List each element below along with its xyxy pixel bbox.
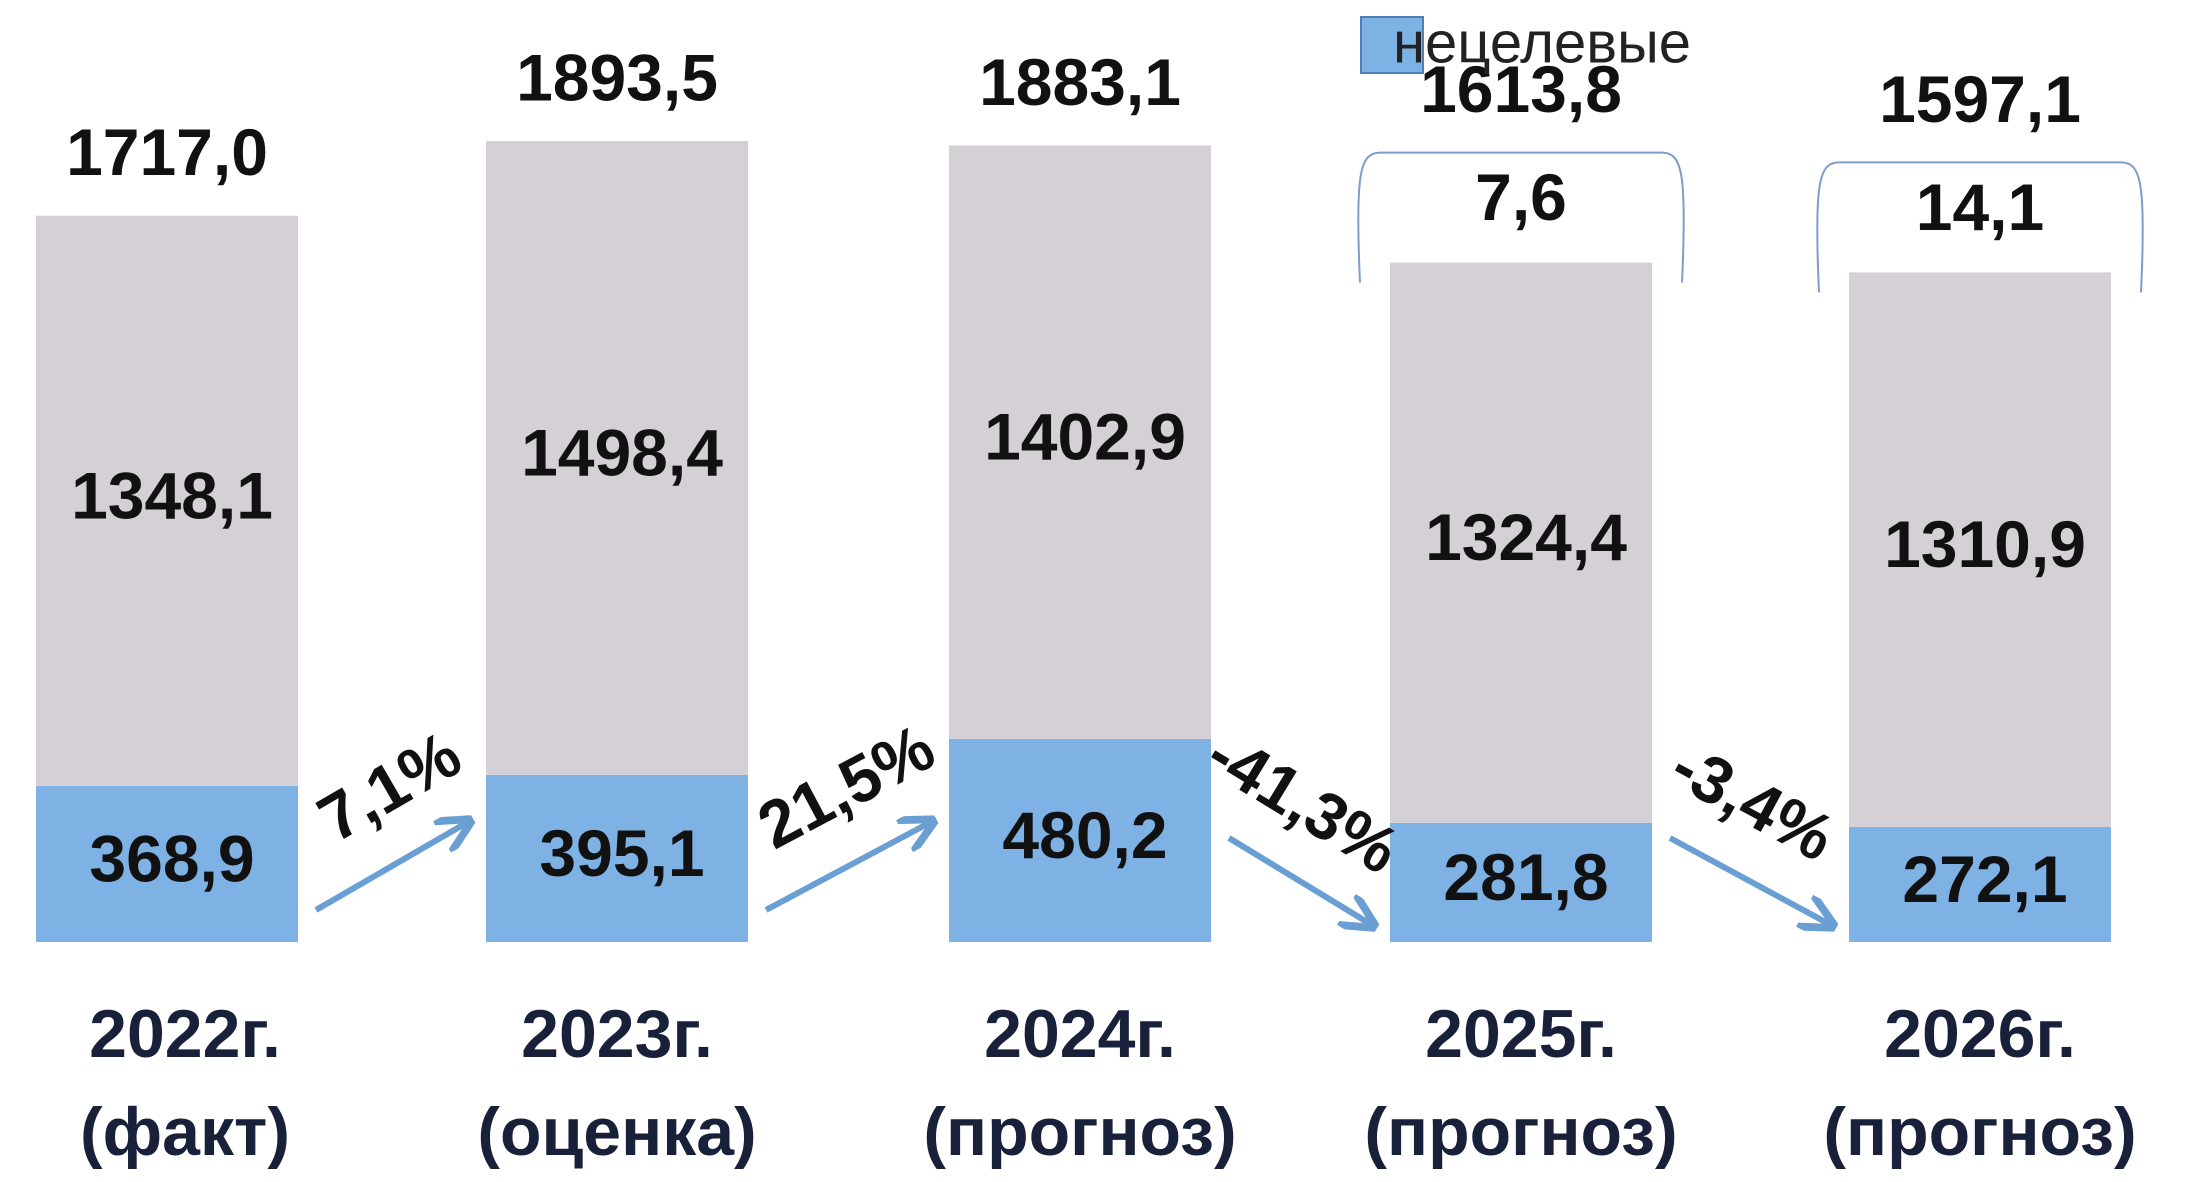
change-label: -41,3% (1195, 716, 1412, 888)
bar-segment (949, 738, 1211, 942)
value-label: 395,1 (539, 816, 704, 890)
value-label: 1402,9 (984, 400, 1186, 474)
change-arrow (314, 822, 468, 913)
bar-segment (1390, 822, 1652, 942)
value-label: 1324,4 (1425, 500, 1627, 574)
change-arrow (1227, 835, 1372, 925)
value-label: 7,6 (1475, 160, 1567, 234)
value-label: 1498,4 (521, 415, 723, 489)
total-label: 1717,0 (66, 115, 268, 189)
value-label: 1310,9 (1884, 507, 2086, 581)
bracket (1816, 161, 2144, 293)
category-label: 2023г. (оценка) (477, 996, 757, 1170)
bar-segment (1849, 826, 2111, 942)
category-label: 2025г. (прогноз) (1364, 996, 1678, 1170)
legend-label: нецелевые (1393, 10, 1691, 75)
value-label: 368,9 (89, 821, 254, 895)
bar-segment (1390, 262, 1652, 823)
value-label: 480,2 (1002, 798, 1167, 872)
legend-swatch (1360, 16, 1424, 74)
value-label: 272,1 (1902, 842, 2067, 916)
bar-segment (36, 785, 298, 942)
total-label: 1613,8 (1420, 52, 1622, 126)
total-label: 1893,5 (516, 40, 718, 114)
value-label: 281,8 (1443, 840, 1608, 914)
change-label: -3,4% (1660, 728, 1847, 875)
change-label: 21,5% (746, 709, 946, 862)
category-label: 2022г. (факт) (80, 996, 290, 1170)
bar-segment (486, 141, 748, 775)
change-arrow (1668, 835, 1831, 925)
value-label: 1348,1 (71, 458, 273, 532)
bar-segment (1849, 272, 2111, 827)
total-label: 1883,1 (979, 45, 1181, 119)
bracket (1357, 151, 1685, 283)
total-label: 1597,1 (1879, 62, 2081, 136)
bar-segment (949, 145, 1211, 739)
value-label: 14,1 (1916, 170, 2044, 244)
bar-segment (486, 774, 748, 942)
category-label: 2024г. (прогноз) (923, 996, 1237, 1170)
bar-segment (36, 215, 298, 786)
category-label: 2026г. (прогноз) (1823, 996, 2137, 1170)
change-arrow (764, 822, 931, 913)
